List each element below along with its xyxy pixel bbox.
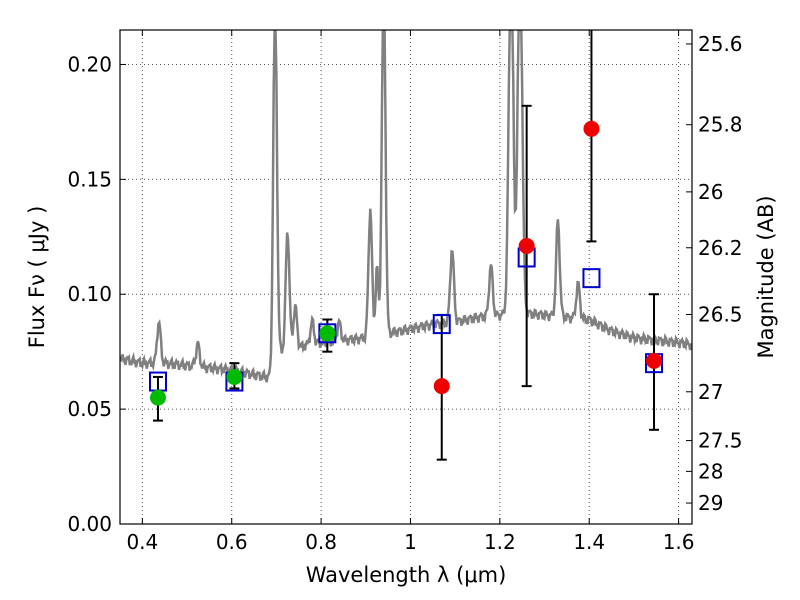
right-tick-label: 25.6 (698, 32, 743, 56)
right-tick-label: 26 (698, 180, 723, 204)
right-tick-label: 27 (698, 380, 723, 404)
right-tick-label: 26.5 (698, 302, 743, 326)
y-tick-label: 0.00 (67, 512, 112, 536)
y-axis-label-left: Flux Fν ( μJy ) (25, 206, 49, 349)
x-tick-label: 1 (404, 530, 417, 554)
y-tick-label: 0.20 (67, 52, 112, 76)
x-tick-label: 0.8 (305, 530, 337, 554)
detection-marker (226, 368, 243, 385)
detection-marker (149, 389, 166, 406)
right-tick-label: 27.5 (698, 429, 743, 453)
detection-marker (319, 325, 336, 342)
markers-layer (148, 120, 664, 406)
y-tick-label: 0.10 (67, 282, 112, 306)
x-tick-label: 0.4 (126, 530, 158, 554)
plot-frame (119, 29, 693, 525)
nondetection-marker (583, 120, 600, 137)
nondetection-marker (518, 237, 535, 254)
spectrum-line (120, 30, 692, 383)
grid-lines (120, 30, 692, 524)
tick-labels-layer: 0.4 0.6 0.8 1 1.2 1.4 1.6 0.00 0.05 0.10 0.15 0.20 2… (67, 30, 743, 554)
right-tick-label: 25.8 (698, 113, 743, 137)
nondetection-marker (433, 378, 450, 395)
error-bars-layer (152, 30, 660, 461)
x-tick-label: 0.6 (216, 530, 248, 554)
model-box-marker (582, 268, 601, 289)
right-tick-label: 29 (698, 491, 723, 515)
y-tick-label: 0.15 (67, 167, 112, 191)
y-axis-label-right: Magnitude (AB) (754, 195, 778, 358)
spectrum-layer (120, 30, 692, 383)
x-tick-label: 1.6 (663, 530, 695, 554)
right-tick-label: 26.2 (698, 236, 743, 260)
right-tick-label: 28 (698, 459, 723, 483)
model-box-marker (432, 314, 451, 335)
x-tick-label: 1.2 (484, 530, 516, 554)
x-tick-label: 1.4 (573, 530, 605, 554)
x-axis-label: Wavelength λ (μm) (306, 563, 507, 587)
nondetection-marker (646, 352, 663, 369)
y-tick-label: 0.05 (67, 397, 112, 421)
